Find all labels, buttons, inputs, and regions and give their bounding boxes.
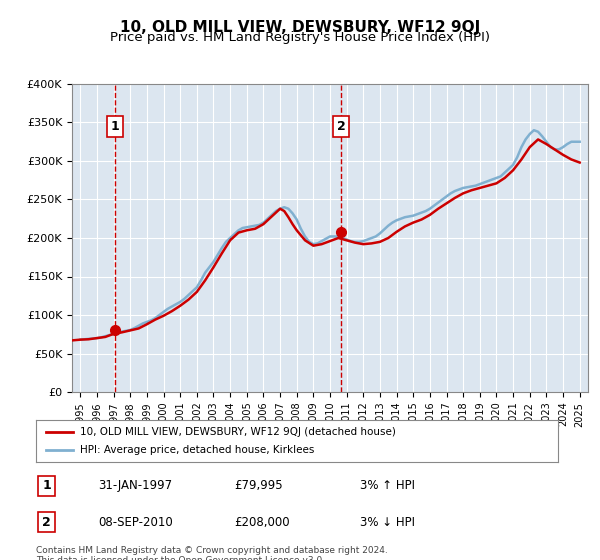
- Text: Contains HM Land Registry data © Crown copyright and database right 2024.
This d: Contains HM Land Registry data © Crown c…: [36, 546, 388, 560]
- Text: 2: 2: [42, 516, 51, 529]
- Text: 3% ↓ HPI: 3% ↓ HPI: [359, 516, 415, 529]
- Text: 08-SEP-2010: 08-SEP-2010: [98, 516, 173, 529]
- Text: 3% ↑ HPI: 3% ↑ HPI: [359, 479, 415, 492]
- Text: 10, OLD MILL VIEW, DEWSBURY, WF12 9QJ: 10, OLD MILL VIEW, DEWSBURY, WF12 9QJ: [120, 20, 480, 35]
- Text: £79,995: £79,995: [235, 479, 283, 492]
- Text: Price paid vs. HM Land Registry's House Price Index (HPI): Price paid vs. HM Land Registry's House …: [110, 31, 490, 44]
- Text: £208,000: £208,000: [235, 516, 290, 529]
- Text: HPI: Average price, detached house, Kirklees: HPI: Average price, detached house, Kirk…: [80, 445, 315, 455]
- Text: 2: 2: [337, 120, 346, 133]
- Text: 31-JAN-1997: 31-JAN-1997: [98, 479, 173, 492]
- Text: 1: 1: [42, 479, 51, 492]
- Text: 10, OLD MILL VIEW, DEWSBURY, WF12 9QJ (detached house): 10, OLD MILL VIEW, DEWSBURY, WF12 9QJ (d…: [80, 427, 396, 437]
- Text: 1: 1: [110, 120, 119, 133]
